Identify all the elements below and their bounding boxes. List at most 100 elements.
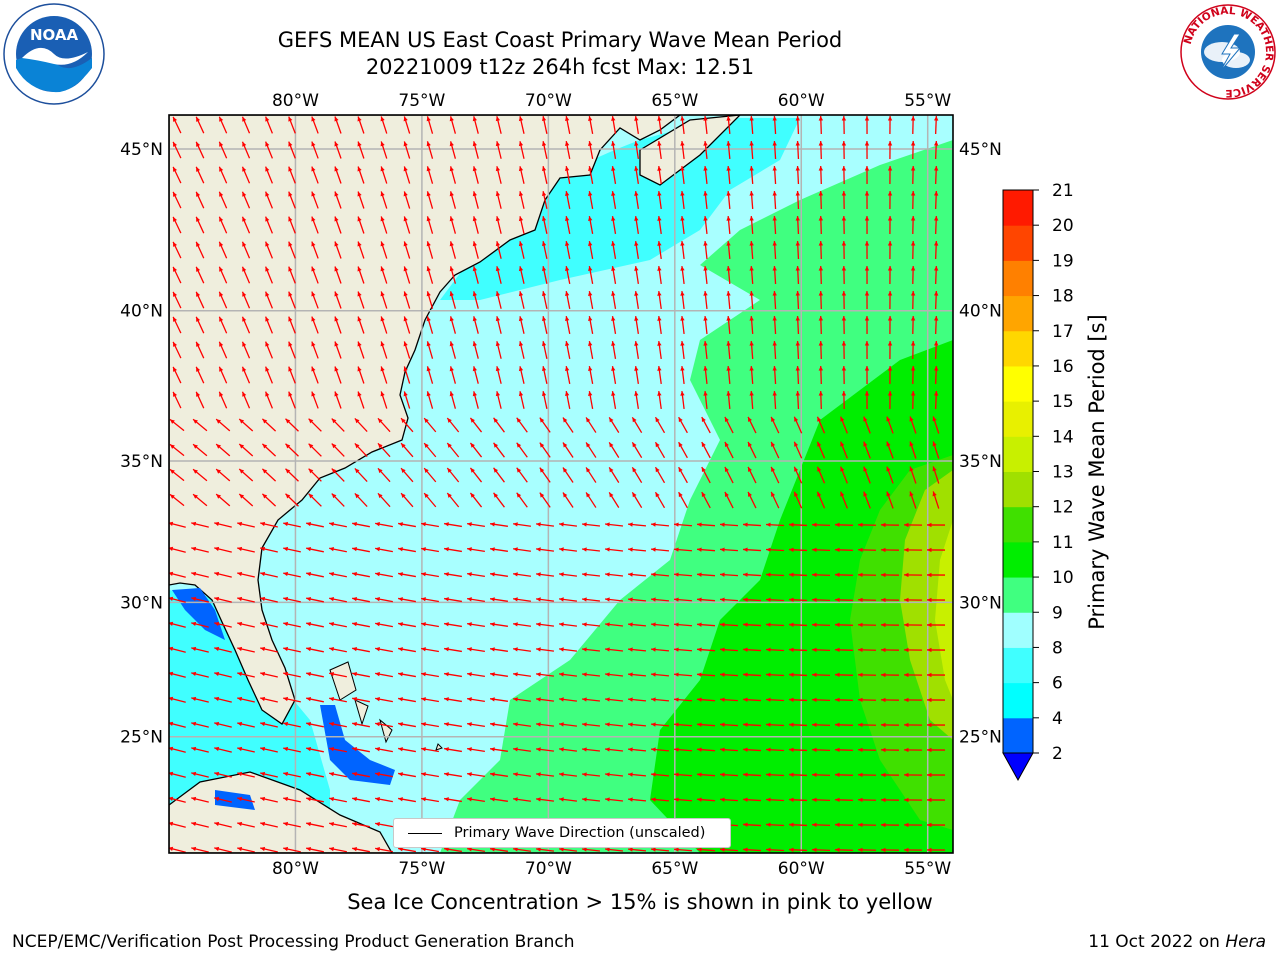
wave-arrow [283,796,301,803]
wave-arrow [306,696,324,703]
wave-arrow [357,391,365,409]
wave-arrow [352,572,370,578]
wave-arrow [696,847,716,852]
lat-tick-label: 35°N [959,452,1002,472]
wave-arrow [816,441,826,459]
wave-arrow [169,418,185,432]
wave-arrow [564,316,571,334]
wave-arrow [811,847,831,852]
wave-arrow [398,772,416,778]
colorbar-segment [1003,647,1033,684]
wave-arrow [558,647,578,652]
wave-arrow [910,265,916,285]
wave-arrow [627,797,647,802]
wave-arrow [398,597,416,603]
wave-arrow [306,671,324,678]
wave-arrow [627,622,647,627]
wave-arrow [558,572,578,577]
wave-arrow [880,697,900,703]
wave-arrow [910,315,916,335]
wave-arrow [770,491,780,509]
wave-arrow [903,797,923,803]
wave-arrow [604,672,624,677]
wave-arrow [772,265,777,285]
wave-arrow [611,116,617,134]
lat-tick-label: 45°N [959,140,1002,160]
wave-arrow [765,647,785,652]
wave-arrow [311,366,319,384]
wave-arrow [352,772,370,778]
wave-arrow [214,521,232,528]
wave-arrow [657,190,662,210]
wave-arrow [650,547,670,552]
wave-arrow [283,771,301,778]
wave-arrow [357,341,365,359]
wave-arrow [241,341,251,359]
wave-arrow [334,291,342,309]
wave-arrow [611,266,617,284]
wave-arrow [680,240,685,260]
colorbar-tick-label: 16 [1052,357,1074,377]
wave-arrow [910,290,916,310]
wave-arrow [926,722,946,728]
wave-arrow [634,216,640,234]
wave-arrow [719,622,739,627]
wave-arrow [880,722,900,728]
wave-arrow [191,671,209,678]
wave-arrow [352,522,370,528]
wave-arrow [237,571,255,578]
wave-arrow [673,547,693,552]
wave-arrow [903,822,923,828]
wave-arrow [311,391,319,409]
colorbar-tick-label: 21 [1052,181,1074,201]
wave-arrow [354,442,368,458]
wave-arrow [535,522,555,527]
wave-arrow [283,521,301,528]
wave-arrow [680,140,685,160]
wave-arrow [765,797,785,802]
wave-arrow [467,722,485,728]
wave-arrow [467,847,485,853]
wave-arrow [611,166,617,184]
wave-arrow [191,521,209,528]
wave-arrow [512,597,532,602]
wave-arrow [880,672,900,678]
wave-arrow [490,772,508,777]
wave-arrow [857,647,877,653]
wave-arrow [214,646,232,653]
wave-arrow [657,390,662,410]
wave-arrow [218,391,228,409]
wave-arrow [585,492,597,508]
wave-arrow [191,821,209,828]
wave-arrow [512,547,532,552]
wave-arrow [375,747,393,753]
wave-arrow [352,747,370,753]
wave-arrow [195,241,205,259]
wave-arrow [909,416,917,434]
wave-arrow [218,116,228,134]
wave-arrow [703,190,708,210]
wave-arrow [772,290,777,310]
wave-arrow [260,846,278,853]
wave-arrow [169,571,186,578]
machine-name: Hera [1225,932,1266,952]
wave-arrow [195,166,205,184]
wave-arrow [512,747,532,752]
wave-arrow [857,547,877,553]
wave-arrow [261,468,277,482]
wave-arrow [650,522,670,527]
wave-arrow [634,116,640,134]
wave-arrow [818,190,824,210]
wave-arrow [380,241,388,259]
wave-arrow [238,443,254,457]
wave-arrow [334,316,342,334]
wave-arrow [444,672,462,678]
wave-arrow [772,365,777,385]
wave-arrow [747,491,757,509]
wave-arrow [306,846,324,853]
wave-arrow [518,116,525,134]
wave-arrow [701,491,711,509]
colorbar-tick-label: 12 [1052,498,1074,518]
colorbar-tick-label: 15 [1052,392,1074,412]
